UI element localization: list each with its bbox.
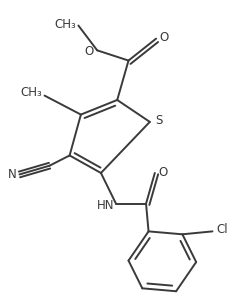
Text: CH₃: CH₃ [54,18,76,30]
Text: N: N [8,168,17,181]
Text: S: S [155,114,162,127]
Text: Cl: Cl [216,223,228,237]
Text: CH₃: CH₃ [20,86,42,99]
Text: O: O [159,167,168,180]
Text: O: O [160,31,169,44]
Text: O: O [84,45,93,58]
Text: HN: HN [97,199,115,212]
